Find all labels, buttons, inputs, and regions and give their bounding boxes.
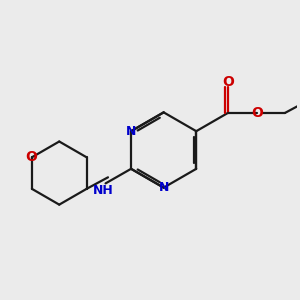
Text: O: O [252,106,263,120]
Text: O: O [26,150,37,164]
Text: N: N [126,125,136,138]
Text: O: O [222,75,234,89]
Text: NH: NH [93,184,113,197]
Text: N: N [158,181,169,194]
